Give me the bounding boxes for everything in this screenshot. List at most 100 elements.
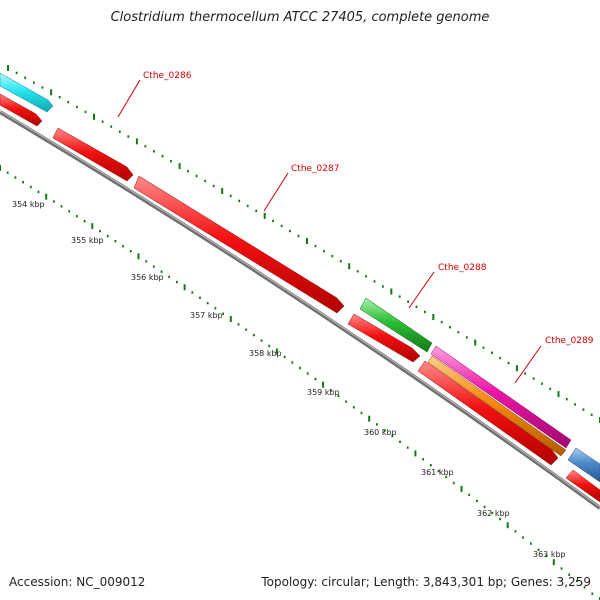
major-tick bbox=[474, 339, 477, 346]
gene-arrow[interactable] bbox=[565, 469, 600, 503]
reverse-strand-genes bbox=[0, 93, 600, 503]
major-tick bbox=[183, 284, 186, 291]
map-title: Clostridium thermocellum ATCC 27405, com… bbox=[110, 10, 490, 25]
major-tick bbox=[322, 381, 325, 388]
gene-arrow[interactable] bbox=[133, 175, 345, 314]
gene-arrow-green[interactable] bbox=[359, 297, 433, 353]
major-tick bbox=[506, 522, 509, 529]
minor-tick bbox=[429, 464, 432, 467]
kbp-label: 357 kbp bbox=[190, 311, 223, 320]
minor-tick bbox=[565, 398, 568, 401]
minor-tick bbox=[437, 469, 440, 473]
gene-arrow[interactable] bbox=[347, 313, 421, 363]
minor-tick bbox=[245, 328, 248, 331]
minor-tick bbox=[15, 71, 18, 75]
minor-tick bbox=[576, 579, 578, 583]
genome-backbone bbox=[0, 110, 600, 510]
minor-tick bbox=[449, 326, 451, 329]
minor-tick bbox=[339, 260, 342, 263]
minor-tick bbox=[331, 254, 334, 258]
major-tick bbox=[552, 559, 555, 566]
minor-tick bbox=[129, 250, 132, 253]
major-tick bbox=[178, 163, 181, 170]
minor-tick bbox=[24, 76, 27, 79]
forward-strand-genes bbox=[0, 72, 600, 483]
minor-tick bbox=[212, 184, 215, 188]
major-tick bbox=[45, 193, 48, 200]
minor-tick bbox=[407, 300, 409, 303]
minor-tick bbox=[524, 372, 527, 375]
minor-tick bbox=[222, 312, 224, 315]
minor-tick bbox=[399, 440, 401, 443]
minor-tick bbox=[329, 389, 332, 392]
minor-tick bbox=[114, 239, 117, 243]
minor-tick bbox=[214, 307, 217, 310]
minor-tick bbox=[514, 530, 517, 533]
kbp-label: 354 kbp bbox=[12, 200, 45, 209]
minor-tick bbox=[110, 125, 113, 128]
major-tick bbox=[306, 238, 308, 244]
minor-tick bbox=[14, 176, 17, 179]
major-tick bbox=[414, 450, 417, 457]
genome-summary-text: Topology: circular; Length: 3,843,301 bp… bbox=[261, 575, 591, 589]
gene-arrow[interactable] bbox=[52, 127, 134, 182]
major-tick bbox=[275, 348, 278, 355]
minor-tick bbox=[491, 351, 493, 354]
kbp-label: 360 kbp bbox=[364, 428, 397, 437]
minor-tick bbox=[187, 169, 189, 173]
minor-tick bbox=[29, 185, 32, 189]
minor-tick bbox=[238, 199, 241, 203]
kbp-label: 363 kbp bbox=[533, 550, 566, 559]
major-tick bbox=[263, 212, 266, 219]
minor-tick bbox=[60, 205, 63, 208]
kbp-label: 362 kbp bbox=[477, 509, 510, 518]
minor-tick bbox=[260, 339, 263, 342]
minor-tick bbox=[84, 110, 87, 114]
gene-label[interactable]: Cthe_0288 bbox=[438, 263, 487, 273]
minor-tick bbox=[491, 511, 494, 515]
major-tick bbox=[0, 165, 1, 171]
minor-tick bbox=[406, 446, 409, 449]
minor-tick bbox=[144, 145, 147, 148]
minor-tick bbox=[22, 181, 24, 184]
minor-tick bbox=[398, 295, 401, 298]
minor-tick bbox=[376, 423, 378, 426]
minor-tick bbox=[6, 171, 9, 174]
gene-arrow-orange[interactable] bbox=[427, 355, 567, 457]
minor-tick bbox=[424, 310, 426, 314]
gene-arrow[interactable] bbox=[417, 360, 559, 466]
major-tick bbox=[137, 253, 140, 260]
minor-tick bbox=[280, 224, 283, 228]
gene-label[interactable]: Cthe_0287 bbox=[291, 164, 339, 174]
minor-tick bbox=[268, 344, 271, 348]
minor-tick bbox=[152, 265, 155, 268]
minor-tick bbox=[255, 209, 258, 213]
minor-tick bbox=[499, 517, 501, 521]
gene-arrow-blue[interactable] bbox=[567, 447, 600, 483]
minor-tick bbox=[252, 333, 255, 337]
leader-line bbox=[514, 345, 542, 384]
accession-text: Accession: NC_009012 bbox=[9, 575, 146, 589]
minor-tick bbox=[145, 260, 148, 263]
minor-tick bbox=[122, 245, 124, 248]
minor-tick bbox=[440, 320, 443, 324]
minor-tick bbox=[237, 323, 240, 326]
minor-tick bbox=[345, 400, 348, 403]
minor-tick bbox=[206, 301, 209, 305]
minor-tick bbox=[373, 280, 376, 283]
minor-tick bbox=[391, 434, 394, 438]
minor-tick bbox=[191, 291, 194, 294]
gene-arrow[interactable] bbox=[0, 93, 43, 127]
minor-tick bbox=[33, 81, 35, 84]
inner-tick-marks bbox=[0, 165, 600, 600]
gene-arrow-cyan[interactable] bbox=[0, 72, 54, 113]
gene-label[interactable]: Cthe_0289 bbox=[545, 336, 594, 346]
gene-label[interactable]: Cthe_0286 bbox=[143, 71, 192, 81]
minor-tick bbox=[476, 499, 478, 503]
major-tick bbox=[348, 263, 351, 270]
gene-arrow-magenta[interactable] bbox=[430, 345, 572, 449]
minor-tick bbox=[452, 481, 455, 485]
minor-tick bbox=[314, 377, 317, 381]
minor-tick bbox=[468, 493, 471, 497]
